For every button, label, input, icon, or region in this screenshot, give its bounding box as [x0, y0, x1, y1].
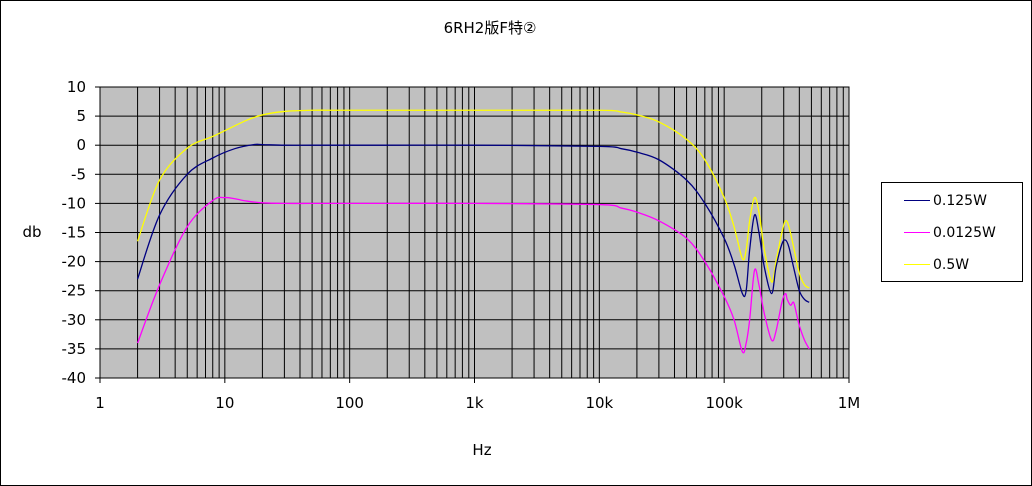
chart-title: 6RH2版F特② [444, 19, 537, 37]
series-line-0125w [136, 143, 810, 303]
legend-item-0125w: 0.125W [882, 191, 1022, 211]
x-tick-label: 100 [335, 394, 364, 412]
legend-label-00125w: 0.0125W [933, 225, 996, 241]
y-tick-label: -5 [71, 165, 86, 183]
y-axis-label: db [22, 223, 41, 241]
series-layer [136, 109, 810, 354]
x-tick-label: 1 [95, 394, 105, 412]
y-tick-label: -40 [62, 369, 87, 387]
legend-swatch-0125w [904, 200, 930, 201]
series-line-00125w [136, 196, 810, 354]
legend-swatch-00125w [904, 232, 930, 233]
y-tick-label: -15 [62, 224, 87, 242]
y-tick-label: -10 [62, 194, 87, 212]
x-tick-label: 100k [706, 394, 744, 412]
y-tick-label: -30 [62, 311, 87, 329]
legend-swatch-05w [904, 264, 930, 265]
x-tick-labels: 1 10 100 1k 10k 100k 1M [95, 378, 860, 412]
y-tick-label: 10 [67, 78, 86, 96]
y-tick-label: 0 [76, 136, 86, 154]
series-line-05w [136, 109, 810, 289]
y-tick-label: -20 [62, 253, 87, 271]
y-tick-labels: 10 5 0 -5 -10 -15 -20 -25 -30 -35 -40 [62, 78, 100, 387]
legend-label-0125w: 0.125W [933, 193, 987, 209]
y-tick-label: 5 [76, 107, 86, 125]
legend-item-00125w: 0.0125W [882, 223, 1022, 243]
x-tick-label: 10 [215, 394, 234, 412]
x-tick-label: 1k [465, 394, 484, 412]
legend: 0.125W 0.0125W 0.5W [881, 182, 1023, 282]
legend-item-05w: 0.5W [882, 255, 1022, 275]
x-tick-label: 1M [838, 394, 861, 412]
y-tick-label: -35 [62, 340, 87, 358]
legend-label-05w: 0.5W [933, 257, 970, 273]
grid-layer [99, 86, 849, 379]
x-tick-label: 10k [585, 394, 613, 412]
y-tick-label: -25 [62, 282, 87, 300]
x-axis-label: Hz [472, 441, 491, 459]
